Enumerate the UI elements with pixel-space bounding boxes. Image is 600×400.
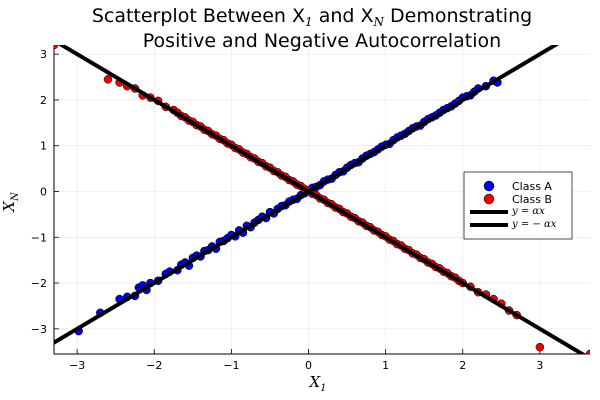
y-tick-label: 0 bbox=[40, 185, 47, 198]
legend-marker-class-a bbox=[483, 180, 495, 192]
data-point bbox=[54, 45, 59, 50]
y-tick-label: −2 bbox=[31, 277, 47, 290]
y-tick-label: 3 bbox=[40, 48, 47, 61]
fit-line-negative bbox=[57, 45, 587, 354]
data-point bbox=[103, 75, 113, 84]
legend-marker-class-b bbox=[483, 193, 495, 205]
y-axis-label: XN bbox=[0, 191, 21, 213]
legend-label-positive: y = αx bbox=[511, 206, 545, 217]
x-axis-label: X1 bbox=[308, 373, 326, 394]
fit-lines-layer bbox=[54, 45, 587, 354]
y-tick-label: 1 bbox=[40, 140, 47, 153]
x-tick-label: 1 bbox=[382, 359, 389, 372]
x-tick-label: −3 bbox=[69, 359, 85, 372]
fit-line-positive bbox=[54, 45, 560, 345]
plot-frame bbox=[53, 45, 590, 355]
x-tick-label: 3 bbox=[536, 359, 543, 372]
legend-label-class-b: Class B bbox=[512, 193, 552, 206]
legend-label-class-a: Class A bbox=[512, 180, 552, 193]
data-point bbox=[535, 342, 545, 352]
y-tick-label: 2 bbox=[40, 94, 47, 107]
legend: Class A Class B y = αx y = − αx bbox=[463, 171, 573, 240]
chart-title: Scatterplot Between X1 and XN Demonstrat… bbox=[92, 5, 532, 52]
legend-label-negative: y = − αx bbox=[511, 219, 557, 230]
x-tick-label: 2 bbox=[459, 359, 466, 372]
x-tick-label: −1 bbox=[223, 359, 239, 372]
y-tick-label: −1 bbox=[31, 231, 47, 244]
x-tick-label: 0 bbox=[305, 359, 312, 372]
data-point bbox=[585, 349, 590, 354]
legend-box bbox=[463, 171, 573, 240]
y-tick-label: −3 bbox=[31, 323, 47, 336]
chart-title-line1: Scatterplot Between X1 and XN Demonstrat… bbox=[92, 5, 532, 29]
chart-title-line2: Positive and Negative Autocorrelation bbox=[143, 30, 501, 52]
y-ticks: −3 −2 −1 0 1 2 3 bbox=[31, 48, 59, 336]
x-tick-label: −2 bbox=[146, 359, 162, 372]
x-ticks: −3 −2 −1 0 1 2 3 bbox=[69, 349, 543, 372]
